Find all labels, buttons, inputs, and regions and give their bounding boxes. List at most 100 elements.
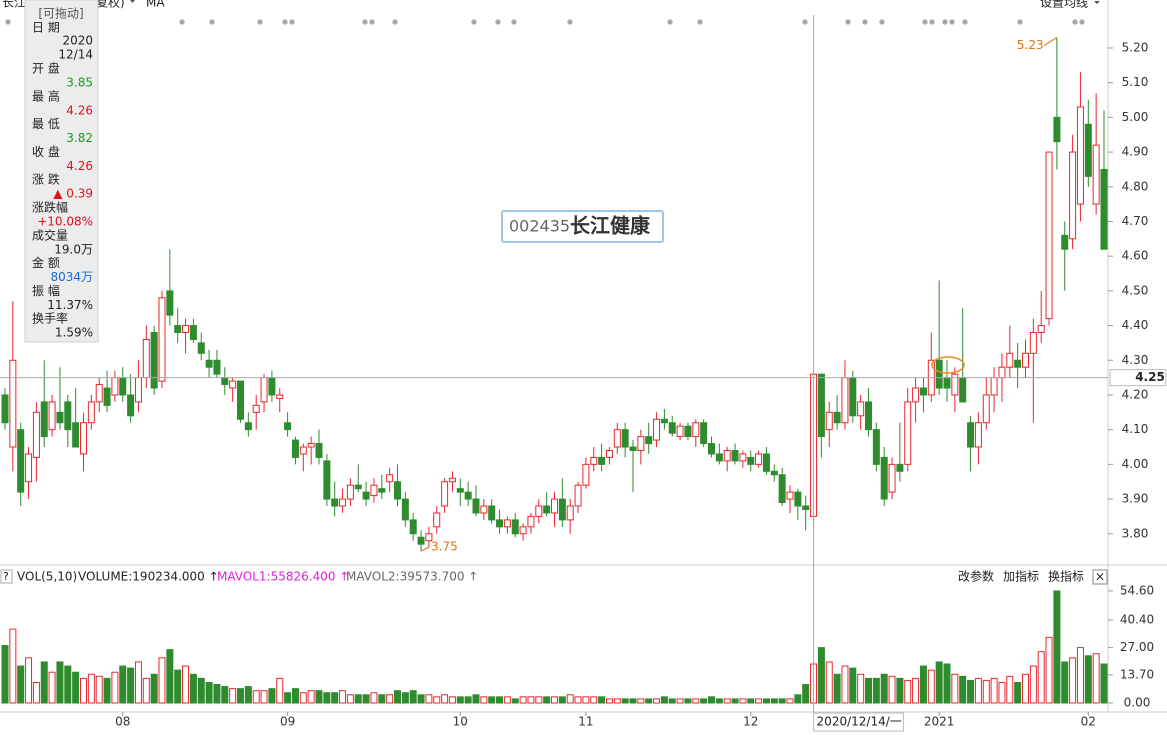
candle-body bbox=[605, 449, 613, 458]
annotation-label: 3.75 bbox=[431, 540, 458, 554]
event-marker bbox=[392, 19, 398, 25]
panel-value: 2020 bbox=[62, 34, 93, 48]
event-marker bbox=[879, 19, 885, 25]
volume-bar bbox=[660, 696, 668, 704]
candle-body bbox=[456, 488, 464, 493]
candle-body bbox=[87, 401, 95, 424]
candle-body bbox=[935, 359, 943, 389]
event-marker bbox=[697, 19, 703, 25]
candle-body bbox=[833, 411, 841, 424]
crosshair-price-box bbox=[1109, 369, 1167, 387]
volume-bar bbox=[629, 698, 637, 704]
volume-bar bbox=[1069, 657, 1077, 704]
volume-bar bbox=[865, 677, 872, 704]
candle-body bbox=[252, 404, 260, 413]
volume-bar bbox=[213, 684, 221, 704]
adjust[interactable]: 复权) bbox=[96, 0, 125, 10]
event-marker bbox=[282, 19, 288, 25]
candle-body bbox=[700, 422, 708, 445]
volume-bar bbox=[700, 698, 708, 704]
close-box[interactable] bbox=[1092, 569, 1108, 585]
volume-bar bbox=[394, 690, 401, 704]
panel-value: 1.59% bbox=[55, 326, 93, 340]
candle-body bbox=[841, 377, 849, 424]
button[interactable]: 加指标 bbox=[1003, 569, 1039, 584]
volume-bar bbox=[25, 657, 33, 704]
x-tick-label: 08 bbox=[115, 715, 130, 729]
candle-body bbox=[464, 491, 472, 500]
stock-short: 长江 bbox=[2, 0, 26, 10]
volume-bar bbox=[959, 675, 967, 704]
candle-body bbox=[103, 387, 111, 406]
volume-bar bbox=[896, 677, 904, 704]
y-tick-label: 4.80 bbox=[1122, 179, 1149, 193]
candle-body bbox=[802, 505, 810, 510]
volume-bar bbox=[998, 681, 1006, 704]
volume-bar bbox=[990, 677, 998, 704]
candle-body bbox=[284, 422, 292, 431]
panel-label: 开 盘 bbox=[32, 61, 60, 76]
help[interactable]: ? bbox=[3, 570, 9, 583]
volume-bar bbox=[1045, 636, 1053, 704]
candle-body bbox=[621, 429, 629, 448]
volume-bar bbox=[142, 677, 150, 704]
volume-bar bbox=[166, 649, 174, 704]
candle-body bbox=[778, 474, 786, 504]
candle-body bbox=[72, 422, 80, 448]
volume-bar bbox=[755, 698, 763, 704]
volume-bar bbox=[409, 690, 417, 704]
candle-body bbox=[401, 498, 409, 521]
candle-body bbox=[574, 484, 582, 507]
candle-body bbox=[668, 422, 676, 434]
volume-bar bbox=[425, 694, 433, 704]
volume-bar bbox=[464, 696, 472, 704]
button[interactable]: 改参数 bbox=[958, 569, 994, 584]
volume-bar bbox=[1022, 673, 1029, 704]
candle-body bbox=[543, 505, 551, 514]
candle-body bbox=[715, 453, 723, 462]
help-box[interactable] bbox=[0, 569, 13, 584]
candle-body bbox=[182, 325, 190, 334]
event-marker bbox=[802, 19, 808, 25]
volume-bar bbox=[1, 645, 9, 704]
event-marker bbox=[289, 19, 295, 25]
volume-bar bbox=[551, 696, 558, 704]
event-marker bbox=[5, 19, 11, 25]
volume-bar bbox=[590, 696, 598, 704]
candle-body bbox=[919, 387, 927, 396]
candle-body bbox=[197, 342, 205, 354]
volume-bar bbox=[519, 696, 527, 704]
candle-body bbox=[425, 533, 433, 542]
candle-body bbox=[1076, 106, 1084, 205]
candle-body bbox=[1092, 144, 1100, 205]
candle-body bbox=[762, 453, 770, 472]
candle-body bbox=[904, 401, 912, 465]
y-tick-label: 5.20 bbox=[1122, 40, 1149, 54]
volume-bar bbox=[684, 698, 692, 704]
volume-bar bbox=[967, 679, 975, 704]
candle-body bbox=[872, 429, 880, 465]
volume-bar bbox=[715, 698, 723, 704]
volume-bar bbox=[472, 694, 480, 704]
close[interactable]: × bbox=[1095, 570, 1105, 584]
volume-bar bbox=[527, 696, 535, 704]
candle-body bbox=[307, 443, 315, 448]
volume-bar bbox=[574, 696, 582, 704]
volume-bar bbox=[48, 671, 56, 704]
vol-tick-label: 54.60 bbox=[1120, 583, 1154, 597]
candle-body bbox=[974, 422, 982, 448]
volume-bar bbox=[503, 696, 511, 704]
candle-body bbox=[558, 498, 566, 521]
ma-settings[interactable]: 设置均线 bbox=[1040, 0, 1088, 10]
event-marker bbox=[257, 19, 263, 25]
candle-body bbox=[1069, 151, 1077, 240]
candle-body bbox=[794, 491, 802, 507]
volume-bar bbox=[613, 698, 621, 704]
button[interactable]: 换指标 bbox=[1048, 569, 1084, 584]
volume-bar bbox=[1092, 653, 1100, 704]
candle-body bbox=[912, 387, 920, 403]
header: 长江 复权) MA 设置均线 bbox=[2, 0, 1100, 10]
